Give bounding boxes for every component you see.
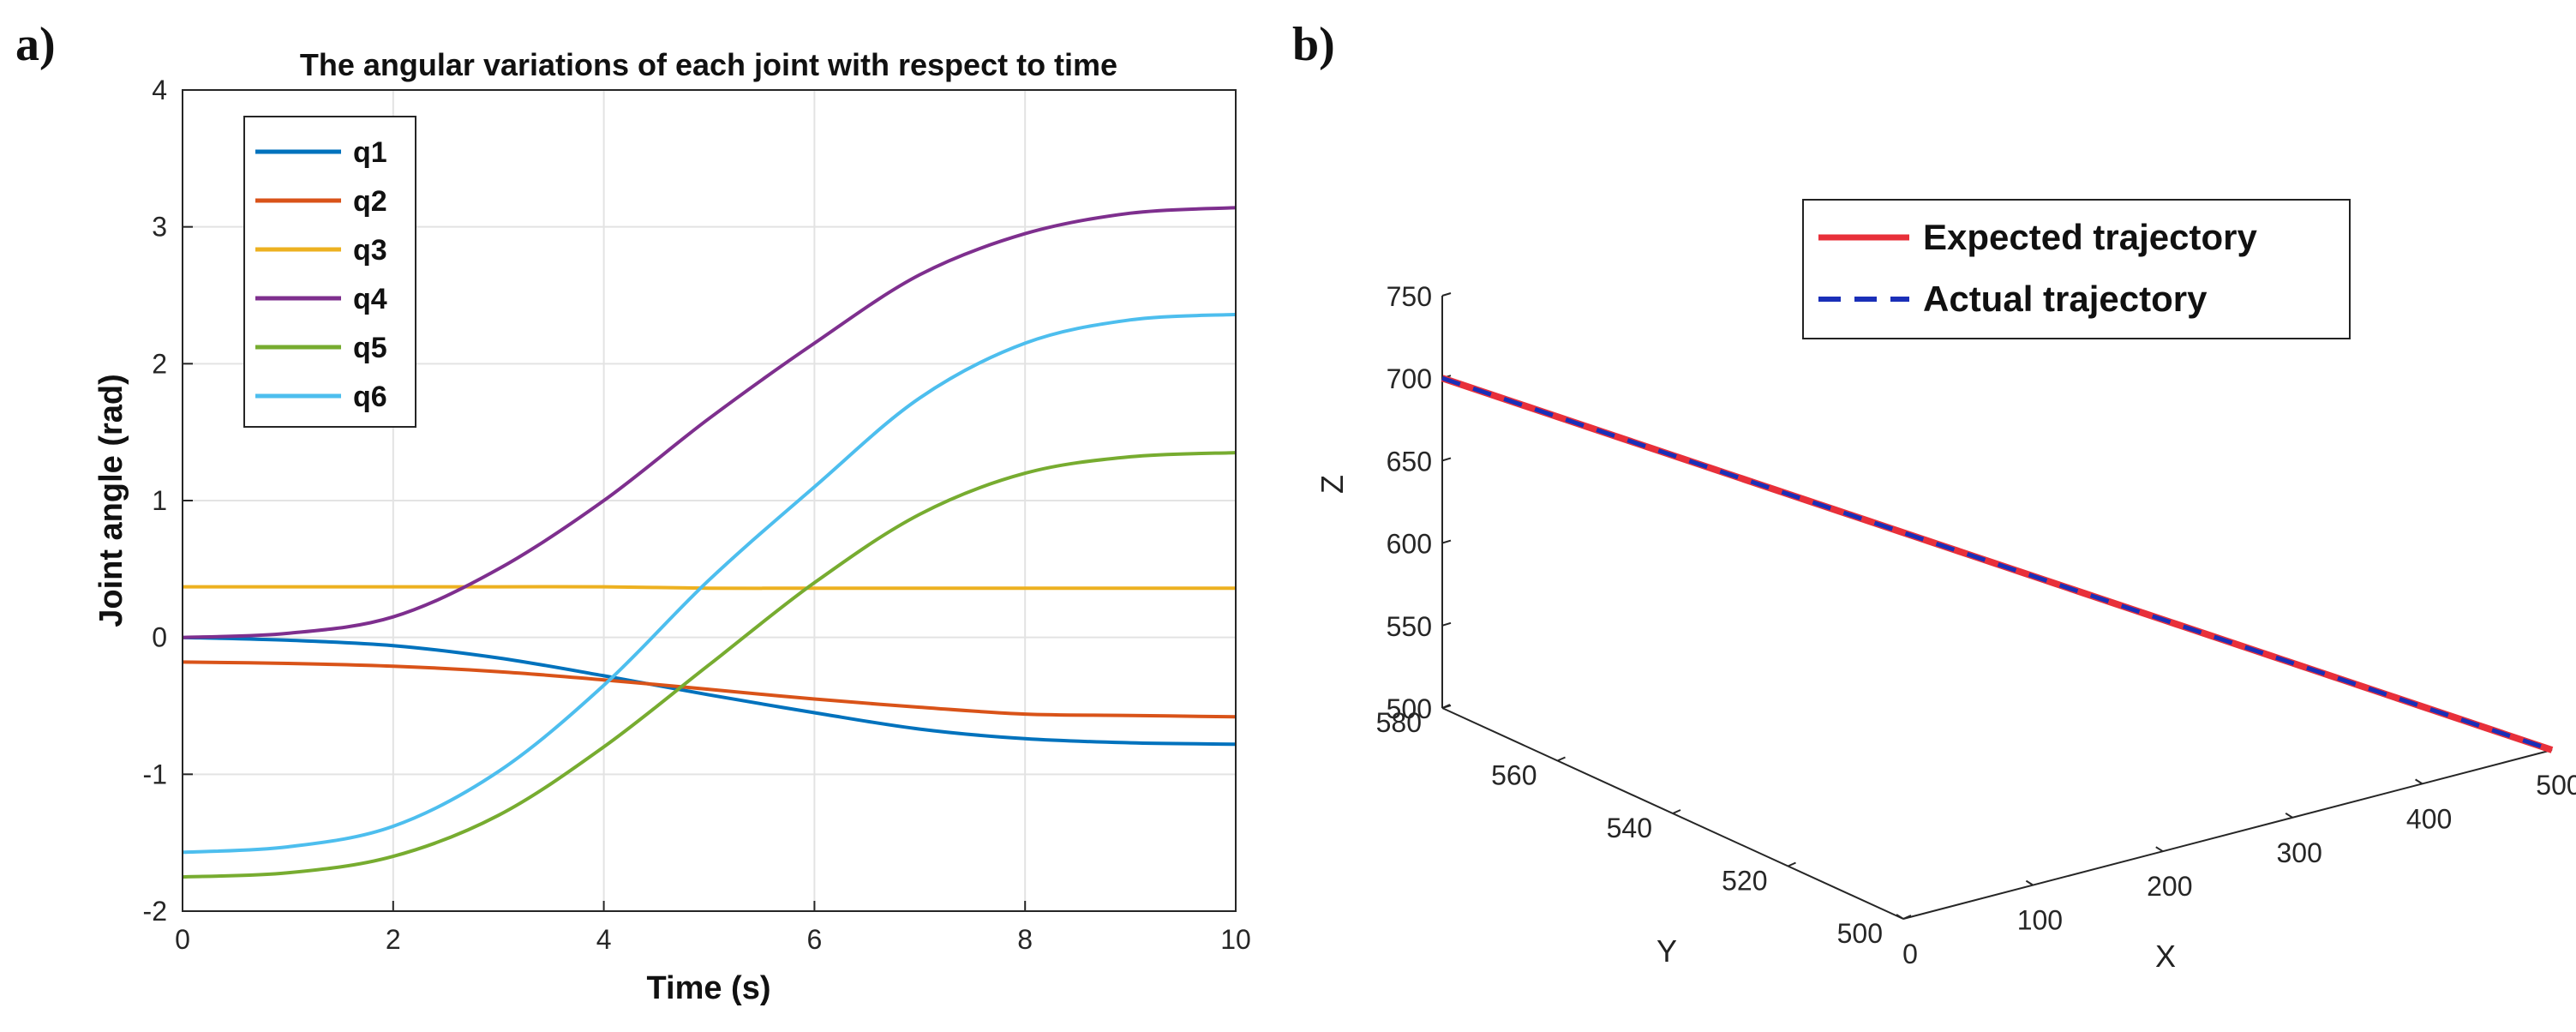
z-tick-label: 650 bbox=[1387, 446, 1432, 477]
trajectory-line-expected bbox=[1441, 375, 2554, 753]
y-tick bbox=[1672, 809, 1681, 814]
legend: q1 q2 q3 q4 q5 q6 bbox=[243, 116, 416, 428]
x-tick-label: 400 bbox=[2406, 803, 2452, 834]
panel-b-label: b) bbox=[1292, 18, 1335, 71]
x-tick-label: 100 bbox=[2017, 905, 2063, 936]
y-tick-label: -2 bbox=[143, 896, 167, 927]
y-tick bbox=[1902, 915, 1912, 920]
z-tick-label: 750 bbox=[1387, 281, 1432, 312]
tick-labels: 0100200300400500500520540560580500550600… bbox=[1376, 281, 2576, 969]
series-line-q1 bbox=[182, 635, 1237, 747]
y-tick-label: 3 bbox=[152, 212, 167, 243]
legend-box bbox=[243, 116, 416, 428]
x-tick-label: 300 bbox=[2277, 837, 2322, 868]
y-tick-label: -1 bbox=[143, 759, 167, 789]
y-tick-label: 500 bbox=[1837, 918, 1883, 949]
chart-title: The angular variations of each joint wit… bbox=[300, 47, 1117, 82]
legend-label-q3: q3 bbox=[353, 234, 387, 267]
z-tick bbox=[1441, 621, 1452, 627]
x-axis-line bbox=[1902, 749, 2553, 920]
y-tick bbox=[1557, 756, 1566, 762]
y-tick-label: 520 bbox=[1722, 866, 1767, 897]
joint-angle-chart: 0 2 4 6 8 10 -2 -1 0 1 2 3 4 The angular variations… bbox=[93, 47, 1251, 1006]
z-tick bbox=[1441, 457, 1452, 462]
series-lines bbox=[182, 206, 1237, 879]
z-tick-label: 600 bbox=[1387, 529, 1432, 560]
legend-label-expected: Expected trajectory bbox=[1923, 217, 2257, 257]
y-tick-label: 0 bbox=[152, 622, 167, 653]
series-line-q4 bbox=[182, 206, 1237, 639]
axes bbox=[1441, 292, 2553, 920]
plot-frame bbox=[182, 89, 1237, 912]
x-tick-label: 6 bbox=[807, 924, 823, 955]
legend-box bbox=[1802, 199, 2351, 339]
panel-a-label: a) bbox=[15, 18, 56, 71]
legend-label-q1: q1 bbox=[353, 136, 387, 169]
legend-label-q5: q5 bbox=[353, 332, 387, 364]
x-tick-label: 0 bbox=[1902, 939, 1918, 969]
y-axis-label: Joint angle (rad) bbox=[93, 374, 129, 627]
z-tick bbox=[1441, 705, 1452, 709]
series-line-q5 bbox=[182, 451, 1237, 879]
x-tick-label: 200 bbox=[2147, 871, 2192, 902]
y-tick-label: 580 bbox=[1376, 707, 1422, 738]
x-tick-labels: 0 2 4 6 8 10 bbox=[175, 924, 1251, 955]
legend-label-actual: Actual trajectory bbox=[1923, 279, 2208, 319]
x-axis-label: Time (s) bbox=[646, 970, 770, 1006]
y-tick bbox=[1788, 861, 1796, 867]
x-tick bbox=[1896, 914, 1904, 920]
legend: Expected trajectory Actual trajectory bbox=[1802, 199, 2351, 339]
x-tick bbox=[2285, 812, 2293, 819]
trajectory-3d-chart: 0100200300400500500520540560580500550600… bbox=[1315, 199, 2576, 974]
series-line-q2 bbox=[182, 660, 1237, 719]
z-tick-label: 700 bbox=[1387, 363, 1432, 394]
y-tick-label: 4 bbox=[152, 75, 167, 105]
legend-label-q6: q6 bbox=[353, 381, 387, 413]
x-tick-label: 8 bbox=[1017, 924, 1033, 955]
x-tick-label: 10 bbox=[1220, 924, 1251, 955]
legend-label-q4: q4 bbox=[353, 283, 387, 315]
series-line-q3 bbox=[183, 585, 1236, 591]
z-axis-label: Z bbox=[1315, 475, 1350, 494]
z-tick bbox=[1441, 539, 1452, 544]
z-tick-label: 550 bbox=[1387, 611, 1432, 642]
x-axis-label: X bbox=[2155, 939, 2176, 974]
x-tick bbox=[2025, 879, 2034, 886]
x-tick bbox=[2155, 846, 2164, 853]
trajectory-lines bbox=[1441, 375, 2554, 753]
x-tick-label: 2 bbox=[386, 924, 401, 955]
z-tick-label: 500 bbox=[1387, 693, 1432, 724]
x-tick bbox=[2415, 778, 2423, 785]
y-tick-labels: -2 -1 0 1 2 3 4 bbox=[143, 75, 167, 927]
y-tick-label: 2 bbox=[152, 348, 167, 379]
y-tick-label: 1 bbox=[152, 485, 167, 516]
x-tick-label: 500 bbox=[2536, 770, 2576, 801]
x-tick-label: 0 bbox=[175, 924, 190, 955]
legend-label-q2: q2 bbox=[353, 185, 387, 218]
y-tick-label: 560 bbox=[1491, 760, 1537, 791]
series-line-q6 bbox=[182, 312, 1237, 855]
y-axis-label: Y bbox=[1656, 933, 1677, 969]
z-tick bbox=[1441, 292, 1452, 297]
x-tick-label: 4 bbox=[596, 924, 612, 955]
y-tick-label: 540 bbox=[1607, 813, 1652, 843]
